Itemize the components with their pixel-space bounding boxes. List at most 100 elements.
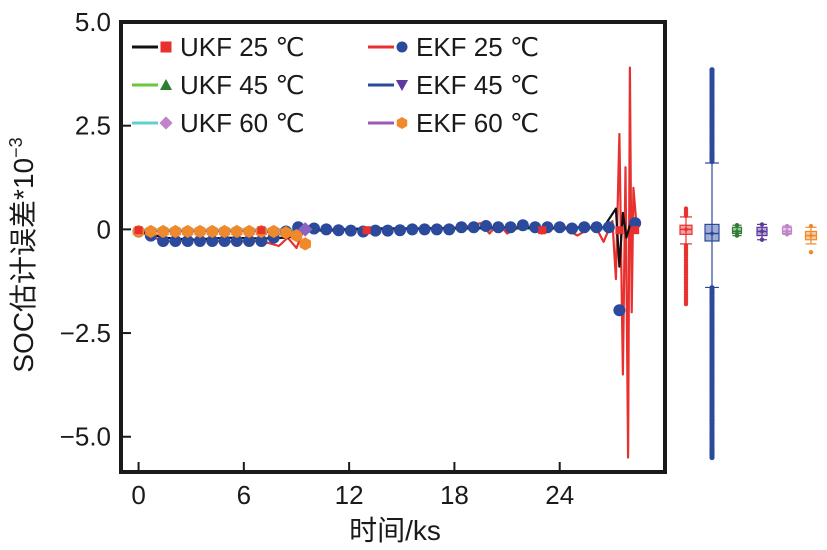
y-axis-label-group: SOC估计误差*10−3	[6, 137, 39, 372]
series-markers	[132, 217, 642, 317]
ekf25-marker-21	[394, 224, 407, 237]
boxplot-mean-1	[709, 230, 715, 237]
legend-label-0: UKF 25 ℃	[180, 32, 305, 62]
boxplot-mean-4	[784, 228, 790, 235]
legend-marker-5	[396, 116, 408, 130]
x-axis-label: 时间/ks	[349, 515, 441, 546]
y-tick-label-2: 0	[97, 214, 111, 244]
legend-marker-1	[396, 41, 408, 53]
y-axis-label-text: SOC估计误差*10	[8, 158, 39, 373]
ekf60-marker-2	[157, 224, 169, 239]
ekf25-marker-3	[169, 234, 182, 247]
y-axis-label: SOC估计误差*10−3	[6, 137, 39, 372]
y-tick-label-3: −2.5	[60, 318, 111, 348]
ekf25-marker-14	[308, 222, 321, 235]
legend-label-3: EKF 45 ℃	[416, 70, 539, 100]
ukf60-marker-0	[298, 222, 313, 237]
ekf25-marker-30	[504, 221, 517, 234]
boxplot-group	[679, 67, 818, 461]
ekf60-marker-3	[169, 224, 182, 239]
ekf25-marker-6	[206, 234, 219, 247]
ekf60-marker-14	[299, 237, 311, 251]
ekf60-marker-13	[290, 228, 303, 243]
x-tick-label-2: 12	[335, 480, 364, 510]
y-tick-label-4: −5.0	[60, 422, 111, 452]
ukf25-marker-0	[134, 226, 143, 235]
boxplot-2	[731, 223, 743, 238]
ekf25-marker-5	[193, 234, 206, 247]
ekf25-marker-23	[418, 223, 431, 236]
ekf25-marker-7	[218, 234, 231, 247]
ekf25-marker-26	[455, 221, 468, 234]
x-tick-label-0: 0	[131, 480, 145, 510]
plot-frame	[119, 20, 667, 474]
boxplot-mean-0	[683, 226, 689, 233]
ekf25-marker-32	[529, 221, 542, 234]
ekf60-marker-8	[231, 224, 243, 239]
y-axis-label-exponent: −3	[6, 137, 26, 158]
legend-marker-0	[160, 41, 172, 53]
ukf25-marker-3	[538, 226, 547, 235]
y-tick-label-1: 2.5	[75, 111, 111, 141]
ekf25-marker-34	[553, 221, 566, 234]
ekf25-marker-28	[480, 220, 493, 233]
boxplot-mean-5	[808, 232, 814, 239]
ekf25-marker-2	[157, 234, 170, 247]
ekf25-marker-4	[181, 234, 194, 247]
ekf25-marker-35	[565, 222, 578, 235]
boxplot-mean-3	[759, 228, 765, 235]
ekf60-marker-7	[218, 224, 231, 239]
ekf60-marker-11	[267, 224, 280, 239]
legend-marker-4	[159, 116, 173, 130]
legend-label-4: UKF 60 ℃	[180, 108, 305, 138]
legend-marker-2	[159, 78, 173, 90]
boxplot-4	[781, 223, 793, 237]
ekf25-marker-25	[443, 223, 456, 236]
ekf25-marker-24	[430, 223, 443, 236]
ekf25-marker-31	[516, 219, 529, 232]
legend: UKF 25 ℃ EKF 25 ℃ UKF 45 ℃ EKF 45 ℃ UKF 60 ℃…	[132, 32, 539, 138]
legend-label-2: UKF 45 ℃	[180, 70, 305, 100]
boxplot-5	[804, 223, 818, 255]
ekf25-marker-29	[492, 221, 505, 234]
legend-label-1: EKF 25 ℃	[416, 32, 539, 62]
ekf60-marker-12	[280, 226, 292, 240]
ekf25-marker-20	[381, 224, 394, 237]
ekf25-marker-10	[255, 234, 268, 247]
boxplot-outlier-5-0	[808, 249, 814, 255]
ekf25-marker-39	[613, 304, 626, 317]
ekf25-marker-19	[369, 224, 382, 237]
boxplot-0	[679, 206, 693, 307]
boxplot-mean-2	[734, 228, 740, 235]
ekf25-marker-17	[344, 224, 357, 237]
ekf25-marker-9	[243, 234, 256, 247]
ekf60-marker-6	[206, 224, 218, 239]
x-tick-label-4: 24	[545, 480, 574, 510]
boxplot-1	[704, 67, 720, 461]
ekf25-marker-27	[467, 221, 480, 234]
ukf25-marker-5	[631, 226, 640, 235]
ekf25-marker-36	[578, 221, 591, 234]
axes: 0 6 12 18 24 5.0 2.5 0 −2.5 −5.0	[60, 7, 667, 510]
ekf25-marker-22	[406, 223, 419, 236]
ekf25-marker-8	[230, 234, 243, 247]
ekf25-marker-15	[320, 223, 333, 236]
x-tick-label-3: 18	[440, 480, 469, 510]
ukf25-marker-1	[257, 226, 266, 235]
ekf25-marker-16	[332, 224, 345, 237]
ekf60-marker-9	[243, 224, 255, 239]
boxplot-outlier-0-39	[683, 206, 689, 211]
x-tick-label-1: 6	[237, 480, 251, 510]
legend-marker-3	[395, 80, 409, 92]
boxplot-outlier-1-169	[709, 67, 715, 73]
legend-label-5: EKF 60 ℃	[416, 108, 539, 138]
ekf25-marker-38	[602, 221, 615, 234]
ekf60-marker-1	[145, 224, 157, 239]
ekf25-marker-40	[629, 217, 642, 230]
ekf25-marker-37	[590, 221, 603, 234]
plot-area	[132, 66, 642, 459]
ukf25-marker-2	[362, 226, 371, 235]
ukf25-marker-4	[615, 226, 624, 235]
boxplot-3	[756, 222, 768, 242]
